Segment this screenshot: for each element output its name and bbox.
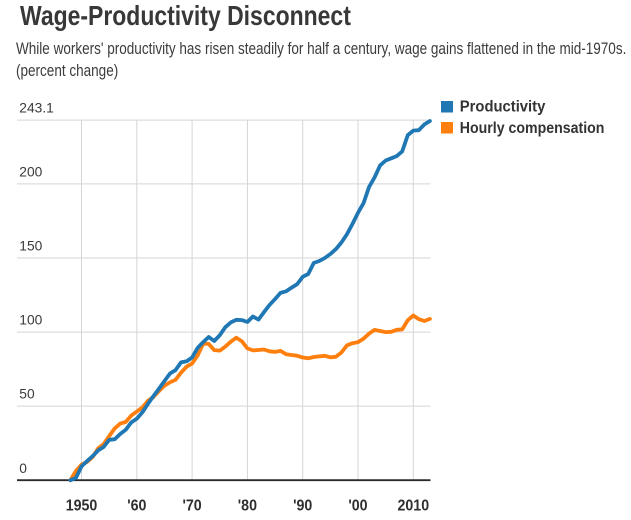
- svg-text:Productivity: Productivity: [460, 98, 546, 116]
- svg-text:'60: '60: [127, 497, 146, 515]
- svg-text:243.1: 243.1: [19, 101, 54, 116]
- svg-text:150: 150: [19, 239, 42, 254]
- svg-text:'00: '00: [348, 497, 367, 515]
- svg-text:50: 50: [19, 387, 35, 402]
- svg-text:1950: 1950: [66, 497, 98, 515]
- svg-text:'90: '90: [293, 497, 312, 515]
- svg-text:2010: 2010: [397, 497, 429, 515]
- svg-text:'70: '70: [183, 497, 202, 515]
- svg-text:100: 100: [19, 313, 42, 328]
- svg-text:200: 200: [19, 165, 42, 180]
- svg-text:'80: '80: [238, 497, 257, 515]
- svg-text:0: 0: [19, 461, 27, 476]
- svg-text:Hourly compensation: Hourly compensation: [460, 119, 605, 137]
